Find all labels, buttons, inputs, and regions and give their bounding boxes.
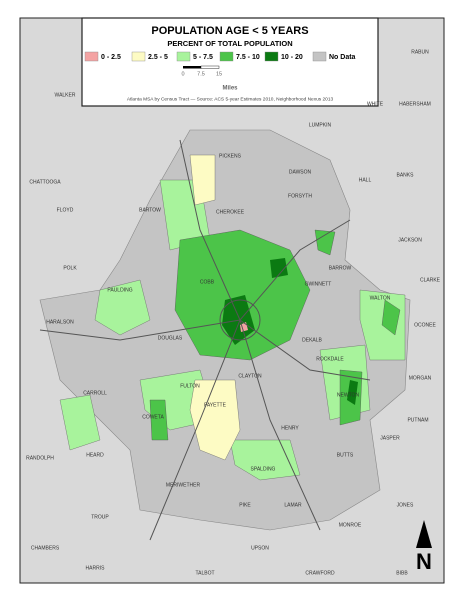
county-label: PICKENS bbox=[219, 153, 242, 159]
county-label: UPSON bbox=[251, 545, 269, 551]
county-label: LAMAR bbox=[284, 502, 302, 508]
legend-swatch bbox=[84, 51, 99, 62]
scale-tick-label: 7.5 bbox=[197, 71, 205, 77]
county-label: PUTNAM bbox=[407, 417, 428, 423]
legend-label: 5 - 7.5 bbox=[193, 54, 213, 61]
county-label: FULTON bbox=[180, 383, 200, 389]
legend-swatch bbox=[176, 51, 191, 62]
map-subtitle: PERCENT OF TOTAL POPULATION bbox=[167, 39, 292, 48]
legend-swatch bbox=[219, 51, 234, 62]
county-label: FAYETTE bbox=[204, 402, 227, 408]
scale-tick-label: 15 bbox=[216, 71, 222, 77]
tract bbox=[381, 299, 401, 336]
legend-swatch bbox=[312, 51, 327, 62]
map-title: POPULATION AGE < 5 YEARS bbox=[151, 25, 308, 37]
highway bbox=[39, 139, 371, 541]
tract bbox=[270, 258, 288, 278]
county-label: CLAYTON bbox=[238, 373, 262, 379]
county-label: TROUP bbox=[91, 514, 109, 520]
county-label: BUTTS bbox=[337, 452, 354, 458]
county-label: BANKS bbox=[397, 172, 415, 178]
legend-label: 7.5 - 10 bbox=[236, 54, 260, 61]
county-label: MERIWETHER bbox=[166, 482, 201, 488]
county-label: DAWSON bbox=[289, 169, 312, 175]
perimeter-highway bbox=[219, 299, 261, 341]
county-label: POLK bbox=[63, 265, 77, 271]
county-label: LUMPKIN bbox=[309, 122, 332, 128]
scale-tick-label: 0 bbox=[181, 71, 184, 77]
county-label: WALKER bbox=[55, 92, 76, 98]
county-label: HABERSHAM bbox=[399, 101, 431, 107]
legend-label: 2.5 - 5 bbox=[148, 54, 168, 61]
county-label: FORSYTH bbox=[288, 193, 312, 199]
county-label: DOUGLAS bbox=[158, 335, 183, 341]
county-label: HEARD bbox=[86, 452, 104, 458]
tract bbox=[314, 229, 336, 256]
tract bbox=[94, 279, 151, 336]
scale-bar bbox=[183, 66, 201, 69]
county-label: JONES bbox=[397, 502, 414, 508]
county-label: CARROLL bbox=[83, 390, 107, 396]
county-label: HARALSON bbox=[46, 319, 74, 325]
north-arrow bbox=[416, 520, 432, 548]
scale-unit: Miles bbox=[222, 86, 238, 92]
county-label: PIKE bbox=[239, 502, 251, 508]
legend-label: 0 - 2.5 bbox=[101, 54, 121, 61]
north-label: N bbox=[416, 549, 432, 574]
county-label: CRAWFORD bbox=[305, 570, 335, 576]
county-label: HALL bbox=[359, 177, 372, 183]
county-label: NEWTON bbox=[337, 392, 360, 398]
county-label: JASPER bbox=[380, 435, 400, 441]
county-label: COWETA bbox=[142, 414, 164, 420]
county-label: JACKSON bbox=[398, 237, 422, 243]
county-label: PAULDING bbox=[107, 287, 132, 293]
legend: 0 - 2.5 2.5 - 5 5 - 7.5 7.5 - 10 10 - 20 No D… bbox=[84, 51, 356, 62]
county-label: TALBOT bbox=[195, 570, 214, 576]
county-label: CHEROKEE bbox=[216, 209, 245, 215]
source: Atlanta MSA by Census Tract — Source: AC… bbox=[127, 96, 334, 102]
county-label: CLARKE bbox=[420, 277, 441, 283]
county-label: RABUN bbox=[411, 49, 429, 55]
county-label: MONROE bbox=[339, 522, 362, 528]
county-label: FLOYD bbox=[57, 207, 74, 213]
scale-bar bbox=[200, 65, 220, 69]
tract bbox=[59, 394, 101, 451]
tract bbox=[189, 379, 241, 461]
legend-swatch bbox=[131, 51, 146, 62]
county-label: SPALDING bbox=[251, 466, 276, 472]
county-label: BARTOW bbox=[139, 207, 161, 213]
county-label: CHAMBERS bbox=[31, 545, 60, 551]
tract bbox=[229, 439, 301, 481]
tract bbox=[149, 399, 169, 441]
county-label: CHATTOOGA bbox=[29, 179, 61, 185]
county-label: WALTON bbox=[370, 295, 391, 301]
county-label: MORGAN bbox=[409, 375, 432, 381]
tract bbox=[189, 154, 216, 206]
county-label: BARROW bbox=[329, 265, 352, 271]
county-label: HENRY bbox=[281, 425, 299, 431]
county-label: GWINNETT bbox=[305, 281, 332, 287]
legend-box bbox=[81, 17, 379, 107]
county-label: BIBB bbox=[396, 570, 408, 576]
county-label: WHITE bbox=[367, 101, 384, 107]
county-label: ROCKDALE bbox=[316, 356, 344, 362]
legend-label: No Data bbox=[329, 54, 356, 61]
county-labels: WALKER CHATTOOGA FLOYD POLK HARALSON CARROLL H… bbox=[26, 49, 441, 576]
legend-swatch bbox=[264, 51, 279, 62]
tract bbox=[347, 380, 358, 405]
county-label: DEKALB bbox=[302, 337, 322, 343]
county-label: COBB bbox=[200, 279, 215, 285]
county-label: RANDOLPH bbox=[26, 455, 54, 461]
county-label: OCONEE bbox=[414, 322, 436, 328]
county-label: HARRIS bbox=[86, 565, 106, 571]
legend-label: 10 - 20 bbox=[281, 54, 303, 61]
scale: 0 7.5 15 bbox=[181, 71, 222, 77]
